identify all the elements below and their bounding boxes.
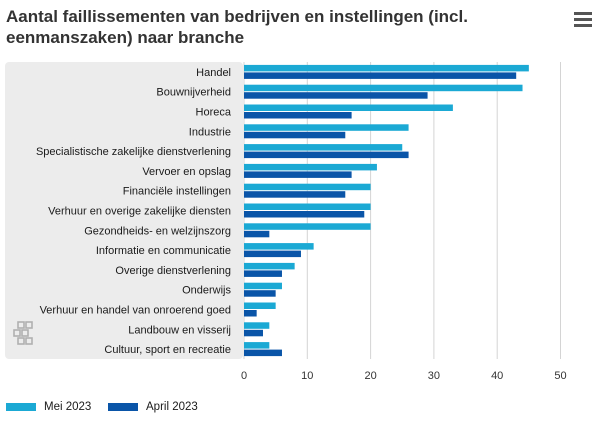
bar-april-2023[interactable]: Horeca — April 2023: 17: [244, 112, 352, 119]
bar-mei-2023[interactable]: Overige dienstverlening — Mei 2023: 8: [244, 262, 295, 270]
bar-april-2023[interactable]: Specialistische zakelijke dienstverlenin…: [244, 151, 409, 159]
x-tick-label: 10: [301, 370, 313, 382]
category-label: Handel: [196, 67, 231, 79]
bar-april-2023[interactable]: Onderwijs — April 2023: 5: [244, 290, 276, 297]
category-label: Landbouw en visserij: [128, 324, 231, 336]
bars: Handel — Mei 2023: 45Handel — April 2023…: [244, 64, 529, 357]
bar-april-2023[interactable]: Handel — April 2023: 43: [244, 72, 517, 79]
bar-mei-2023[interactable]: Industrie — Mei 2023: 26: [244, 124, 409, 131]
category-label: Onderwijs: [182, 285, 231, 297]
bar-chart: Handel Bouwnijverheid Horeca Industrie Speci…: [5, 62, 567, 382]
category-label: Verhuur en handel van onroerend goed: [40, 305, 231, 317]
bar-april-2023[interactable]: Informatie en communicatie — April 2023:…: [244, 250, 301, 258]
x-tick-label: 0: [241, 370, 247, 382]
bar-april-2023[interactable]: Overige dienstverlening — April 2023: 6: [244, 270, 282, 277]
cbs-logo-icon: [13, 321, 33, 345]
category-label: Gezondheids- en welzijnszorg: [84, 225, 231, 237]
category-label: Specialistische zakelijke dienstverlenin…: [36, 146, 231, 158]
x-tick-label: 20: [364, 370, 376, 382]
bar-mei-2023[interactable]: Verhuur en handel van onroerend goed — M…: [244, 302, 276, 310]
category-label: Bouwnijverheid: [156, 87, 231, 99]
bar-mei-2023[interactable]: Bouwnijverheid — Mei 2023: 44: [244, 84, 523, 92]
bar-mei-2023[interactable]: Vervoer en opslag — Mei 2023: 21: [244, 163, 377, 171]
legend-label: Mei 2023: [44, 401, 92, 413]
bar-mei-2023[interactable]: Verhuur en overige zakelijke diensten — …: [244, 203, 371, 211]
bar-mei-2023[interactable]: Specialistische zakelijke dienstverlenin…: [244, 144, 403, 151]
bar-april-2023[interactable]: Verhuur en handel van onroerend goed — A…: [244, 310, 257, 317]
category-label: Verhuur en overige zakelijke diensten: [48, 206, 231, 218]
bar-mei-2023[interactable]: Handel — Mei 2023: 45: [244, 64, 529, 72]
hamburger-menu-icon[interactable]: [574, 12, 592, 27]
bar-mei-2023[interactable]: Gezondheids- en welzijnszorg — Mei 2023:…: [244, 223, 371, 230]
bar-april-2023[interactable]: Gezondheids- en welzijnszorg — April 202…: [244, 230, 270, 238]
bar-mei-2023[interactable]: Onderwijs — Mei 2023: 6: [244, 282, 282, 290]
chart-title: Aantal faillissementen van bedrijven en …: [6, 7, 468, 47]
category-label: Cultuur, sport en recreatie: [104, 344, 231, 356]
x-tick-label: 30: [428, 370, 440, 382]
category-label: Industrie: [189, 126, 231, 138]
bar-april-2023[interactable]: Landbouw en visserij — April 2023: 3: [244, 329, 263, 337]
x-tick-label: 50: [554, 370, 566, 382]
bar-april-2023[interactable]: Cultuur, sport en recreatie — April 2023…: [244, 349, 282, 357]
bar-mei-2023[interactable]: Horeca — Mei 2023: 33: [244, 104, 453, 112]
bar-april-2023[interactable]: Bouwnijverheid — April 2023: 29: [244, 92, 428, 99]
bar-april-2023[interactable]: Vervoer en opslag — April 2023: 17: [244, 171, 352, 178]
bar-mei-2023[interactable]: Financiële instellingen — Mei 2023: 20: [244, 183, 371, 191]
category-labels: Handel Bouwnijverheid Horeca Industrie Speci…: [36, 67, 232, 356]
x-axis-ticks: 0 10 20 30 40 50: [241, 370, 567, 382]
category-label: Horeca: [196, 107, 232, 119]
category-label: Overige dienstverlening: [115, 265, 231, 277]
gridlines: [243, 62, 561, 359]
bar-mei-2023[interactable]: Informatie en communicatie — Mei 2023: 1…: [244, 243, 314, 250]
legend-swatch-mei: [6, 403, 36, 411]
legend-item-april-2023[interactable]: April 2023: [108, 401, 198, 413]
bar-april-2023[interactable]: Verhuur en overige zakelijke diensten — …: [244, 211, 365, 218]
legend-item-mei-2023[interactable]: Mei 2023: [6, 401, 91, 413]
x-tick-label: 40: [491, 370, 503, 382]
category-label: Vervoer en opslag: [142, 166, 231, 178]
bar-mei-2023[interactable]: Cultuur, sport en recreatie — Mei 2023: …: [244, 342, 270, 349]
legend-label: April 2023: [146, 401, 198, 413]
bar-april-2023[interactable]: Industrie — April 2023: 16: [244, 131, 346, 139]
legend-swatch-april: [108, 403, 138, 411]
category-label: Financiële instellingen: [123, 186, 231, 198]
category-label: Informatie en communicatie: [96, 245, 231, 257]
bar-mei-2023[interactable]: Landbouw en visserij — Mei 2023: 4: [244, 322, 270, 329]
category-panel: [5, 62, 243, 359]
bar-april-2023[interactable]: Financiële instellingen — April 2023: 16: [244, 191, 346, 198]
